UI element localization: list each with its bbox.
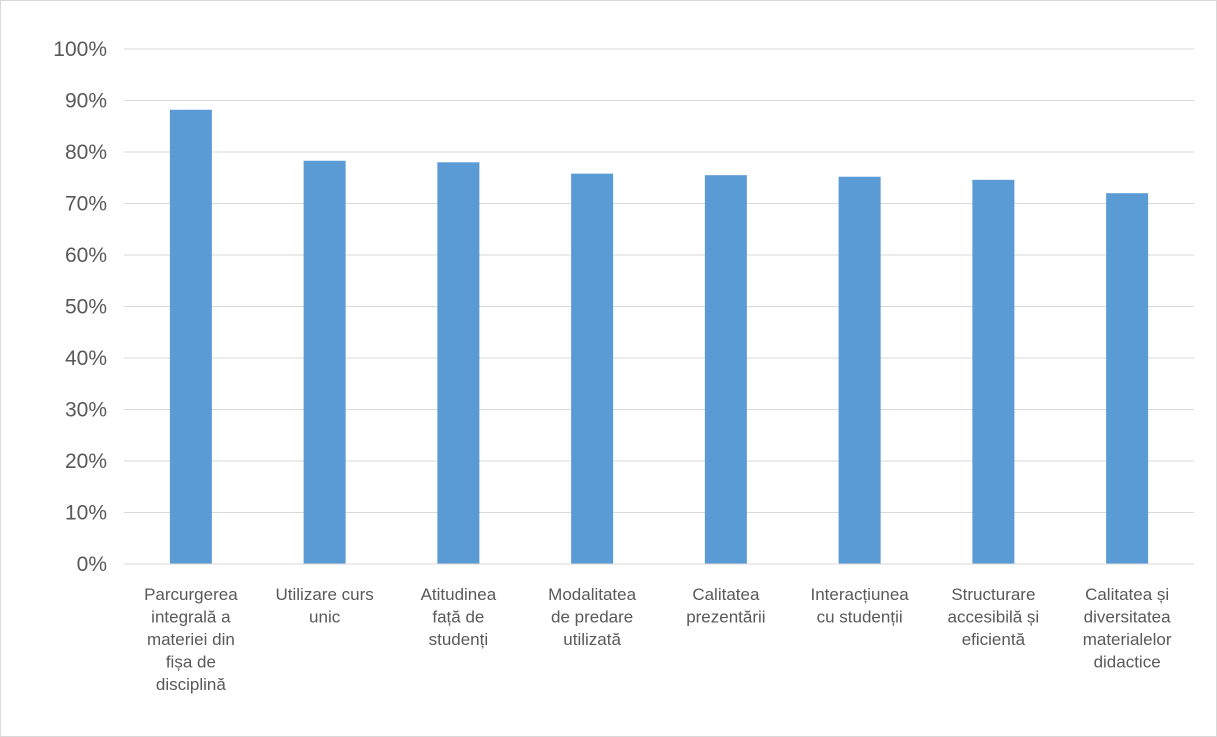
y-tick-label: 20% — [65, 450, 107, 473]
x-category-label: Parcurgerea integrală a materiei din fișa d… — [144, 585, 238, 694]
y-tick-label: 60% — [65, 244, 107, 267]
x-axis-category-labels: Parcurgerea integrală a materiei din fișa d… — [144, 585, 1172, 694]
bars — [169, 109, 1149, 565]
y-tick-label: 10% — [65, 502, 107, 525]
bar — [972, 179, 1015, 564]
x-category-label: Utilizare curs unic — [276, 585, 374, 627]
x-category-label: Structurare accesibilă și eficientă — [948, 585, 1040, 649]
bar — [1106, 193, 1149, 564]
y-tick-label: 70% — [65, 193, 107, 216]
y-tick-label: 30% — [65, 399, 107, 422]
y-axis-ticks: 0% 10% 20% 30% 40% 50% 60% 70% 80% 90% 100% — [53, 38, 107, 576]
bar — [838, 176, 881, 564]
bar — [704, 175, 747, 565]
x-category-label: Calitatea și diversitatea materialelor dida… — [1083, 585, 1172, 672]
y-tick-label: 80% — [65, 141, 107, 164]
y-tick-label: 50% — [65, 296, 107, 319]
y-tick-label: 100% — [53, 38, 107, 61]
y-tick-label: 90% — [65, 90, 107, 113]
x-category-label: Interacțiunea cu studenții — [810, 585, 909, 627]
bar — [437, 162, 480, 565]
x-category-label: Atitudinea față de studenți — [421, 585, 497, 649]
bar — [571, 173, 614, 564]
x-category-label: Calitatea prezentării — [686, 585, 765, 627]
x-category-label: Modalitatea de predare utilizată — [548, 585, 636, 649]
y-tick-label: 0% — [77, 553, 107, 576]
bar — [169, 109, 212, 565]
y-tick-label: 40% — [65, 347, 107, 370]
gridlines — [124, 48, 1194, 513]
bar — [303, 160, 346, 564]
